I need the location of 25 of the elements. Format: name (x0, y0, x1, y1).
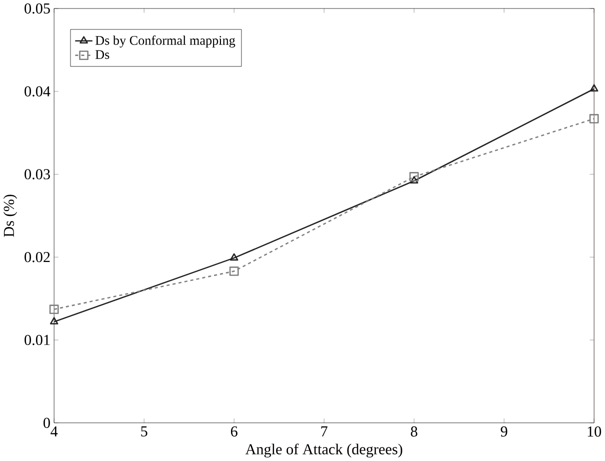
x-tick-label: 5 (141, 426, 148, 437)
x-tick-label: 9 (500, 426, 508, 437)
x-tick-label: 7 (321, 426, 328, 436)
y-tick-label: 0.04 (24, 86, 50, 97)
x-tick-label: 8 (410, 426, 418, 437)
point (230, 253, 238, 261)
point (590, 84, 598, 92)
x-tick-label: 4 (50, 426, 58, 436)
x-axis-title: Angle of Attack (degrees) (245, 444, 402, 458)
point (409, 172, 419, 182)
y-axis-title: Ds (%) (3, 194, 18, 237)
x-tick-label: 6 (230, 426, 238, 437)
point (49, 304, 59, 314)
point (229, 266, 239, 276)
point (50, 317, 58, 324)
x-tick-label: 10 (588, 426, 602, 437)
legend-label: Ds by Conformal mapping (95, 36, 236, 48)
point (410, 176, 418, 184)
y-tick-label: 0.01 (24, 334, 50, 346)
y-tick-label: 0.05 (24, 3, 50, 14)
y-tick-label: 0.03 (24, 169, 50, 180)
point (589, 114, 599, 124)
legend-label: Ds (95, 50, 110, 60)
y-tick-label: 0.02 (24, 252, 50, 262)
y-tick-label: 0 (44, 418, 50, 428)
